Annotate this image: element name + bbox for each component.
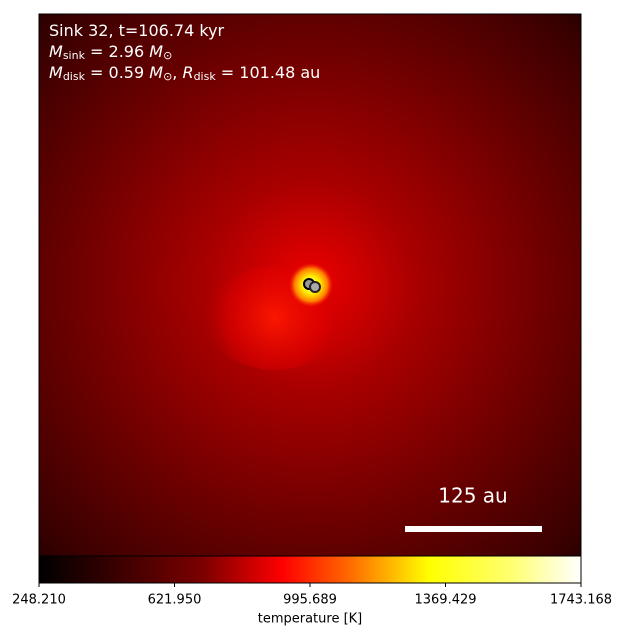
colorbar-tick-label: 621.950: [148, 593, 202, 608]
colorbar-label: temperature [K]: [258, 612, 363, 627]
colorbar-tick-label: 1369.429: [414, 593, 476, 608]
annotation-part: M: [49, 42, 63, 61]
annotation-part: ,: [172, 63, 182, 82]
scale-bar: [405, 526, 542, 532]
annotation-part: sink: [63, 49, 86, 62]
annotation-part: ⊙: [163, 70, 172, 83]
annotation-part: = 101.48 au: [216, 63, 321, 82]
annotation-part: Sink 32, t=106.74 kyr: [49, 21, 225, 40]
sink-particle: [309, 281, 321, 293]
annotation-part: = 0.59: [85, 63, 149, 82]
colorbar-tick-label: 248.210: [12, 593, 66, 608]
annotation-part: = 2.96: [85, 42, 149, 61]
annotation-part: ⊙: [163, 49, 172, 62]
temperature-map: [39, 14, 581, 556]
annotation-part: M: [49, 63, 63, 82]
annotation-part: M: [149, 63, 163, 82]
colorbar: [38, 555, 582, 584]
annotation: Mdisk = 0.59 M⊙, Rdisk = 101.48 au: [49, 63, 320, 84]
annotation-part: R: [182, 63, 193, 82]
annotation: Sink 32, t=106.74 kyr: [49, 21, 225, 40]
annotation-part: disk: [63, 70, 86, 83]
annotation-part: disk: [194, 70, 217, 83]
annotation: Msink = 2.96 M⊙: [49, 42, 172, 63]
colorbar-tick-label: 995.689: [283, 593, 337, 608]
colorbar-tick-label: 1743.168: [550, 593, 612, 608]
scale-bar-label: 125 au: [438, 484, 507, 508]
annotation-part: M: [149, 42, 163, 61]
